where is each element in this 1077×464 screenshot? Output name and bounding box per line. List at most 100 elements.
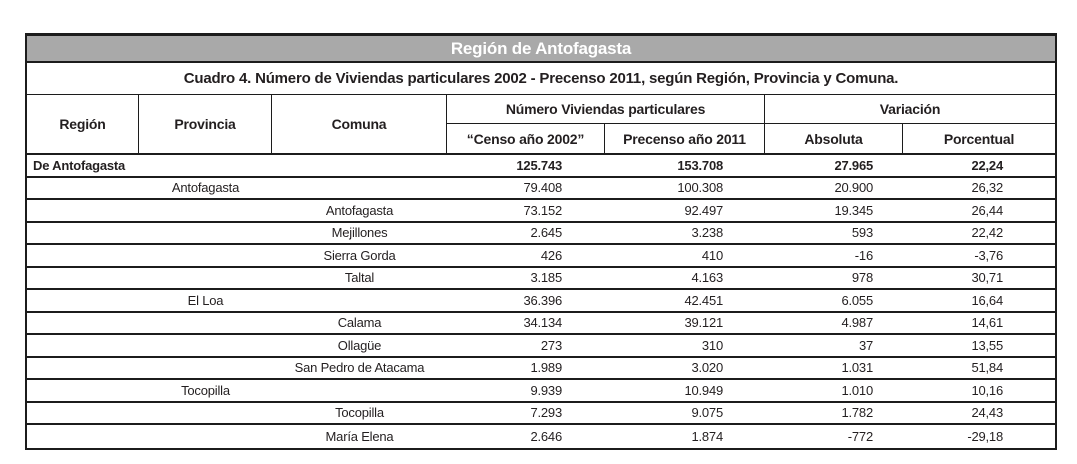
variacion-porcentual-cell: 30,71 bbox=[971, 270, 1003, 286]
precenso-2011-cell: 4.163 bbox=[691, 270, 723, 286]
variacion-porcentual-cell: -29,18 bbox=[967, 428, 1003, 444]
precenso-2011-cell: 39.121 bbox=[684, 315, 723, 331]
variacion-porcentual-cell: 22,42 bbox=[971, 225, 1003, 241]
provincia-cell bbox=[139, 223, 272, 244]
table-row: María Elena 2.646 1.874 -772 -29,18 bbox=[27, 425, 1055, 448]
variacion-absoluta-cell: -772 bbox=[847, 428, 873, 444]
table-row: Mejillones 2.645 3.238 593 22,42 bbox=[27, 223, 1055, 245]
censo-2002-cell: 1.989 bbox=[530, 360, 562, 376]
variacion-absoluta-cell: 4.987 bbox=[841, 315, 873, 331]
censo-2002-cell: 125.743 bbox=[516, 157, 562, 173]
variacion-absoluta-cell: 978 bbox=[851, 270, 873, 286]
censo-2002-cell: 73.152 bbox=[523, 202, 562, 218]
censo-2002-cell: 36.396 bbox=[523, 292, 562, 308]
censo-2002-cell: 34.134 bbox=[523, 315, 562, 331]
column-header-precenso-2011: Precenso año 2011 bbox=[605, 124, 765, 153]
precenso-2011-cell: 153.708 bbox=[677, 157, 723, 173]
provincia-cell: El Loa bbox=[187, 292, 224, 308]
comuna-cell: Calama bbox=[337, 315, 382, 331]
censo-2002-cell: 2.646 bbox=[530, 428, 562, 444]
region-cell bbox=[27, 358, 139, 379]
region-cell bbox=[27, 403, 139, 424]
precenso-2011-cell: 310 bbox=[701, 337, 723, 353]
column-header-provincia: Provincia bbox=[139, 95, 272, 153]
comuna-cell bbox=[272, 155, 447, 176]
table-row: El Loa 36.396 42.451 6.055 16,64 bbox=[27, 290, 1055, 313]
region-cell bbox=[27, 313, 139, 334]
provincia-cell bbox=[139, 403, 272, 424]
table-header: Región Provincia Comuna Número Viviendas… bbox=[27, 95, 1055, 155]
comuna-cell: Sierra Gorda bbox=[323, 247, 396, 263]
variacion-porcentual-cell: 10,16 bbox=[971, 382, 1003, 398]
region-cell bbox=[27, 178, 139, 199]
region-cell: De Antofagasta bbox=[33, 157, 126, 173]
precenso-2011-cell: 410 bbox=[701, 247, 723, 263]
variacion-absoluta-cell: 1.031 bbox=[841, 360, 873, 376]
provincia-cell bbox=[139, 200, 272, 221]
variacion-absoluta-cell: 19.345 bbox=[834, 202, 873, 218]
censo-2002-cell: 9.939 bbox=[530, 382, 562, 398]
table-row: Calama 34.134 39.121 4.987 14,61 bbox=[27, 313, 1055, 335]
table-row: Tocopilla 9.939 10.949 1.010 10,16 bbox=[27, 380, 1055, 403]
table-title: Cuadro 4. Número de Viviendas particular… bbox=[27, 63, 1055, 95]
censo-2002-cell: 3.185 bbox=[530, 270, 562, 286]
table-row: Ollagüe 273 310 37 13,55 bbox=[27, 335, 1055, 358]
region-cell bbox=[27, 200, 139, 221]
table-row: San Pedro de Atacama 1.989 3.020 1.031 5… bbox=[27, 358, 1055, 380]
comuna-cell: Mejillones bbox=[331, 225, 388, 241]
precenso-2011-cell: 9.075 bbox=[691, 405, 723, 421]
comuna-cell: San Pedro de Atacama bbox=[294, 360, 425, 376]
provincia-cell: Tocopilla bbox=[181, 382, 230, 398]
precenso-2011-cell: 42.451 bbox=[684, 292, 723, 308]
provincia-cell bbox=[139, 155, 272, 176]
censo-2002-cell: 273 bbox=[540, 337, 562, 353]
comuna-cell bbox=[272, 178, 447, 199]
table-row: De Antofagasta 125.743 153.708 27.965 22… bbox=[27, 155, 1055, 178]
provincia-cell: Antofagasta bbox=[171, 180, 240, 196]
region-cell bbox=[27, 425, 139, 448]
table-row: Taltal 3.185 4.163 978 30,71 bbox=[27, 268, 1055, 290]
variacion-absoluta-cell: 593 bbox=[851, 225, 873, 241]
variacion-porcentual-cell: 26,32 bbox=[971, 180, 1003, 196]
variacion-porcentual-cell: 16,64 bbox=[971, 292, 1003, 308]
table-body: De Antofagasta 125.743 153.708 27.965 22… bbox=[27, 155, 1055, 448]
variacion-porcentual-cell: 26,44 bbox=[971, 202, 1003, 218]
table-row: Sierra Gorda 426 410 -16 -3,76 bbox=[27, 245, 1055, 268]
provincia-cell bbox=[139, 313, 272, 334]
variacion-porcentual-cell: 22,24 bbox=[971, 157, 1003, 173]
precenso-2011-cell: 3.020 bbox=[691, 360, 723, 376]
table-row: Antofagasta 73.152 92.497 19.345 26,44 bbox=[27, 200, 1055, 223]
provincia-cell bbox=[139, 425, 272, 448]
censo-2002-cell: 426 bbox=[540, 247, 562, 263]
variacion-porcentual-cell: -3,76 bbox=[974, 247, 1003, 263]
column-header-porcentual: Porcentual bbox=[943, 130, 1015, 147]
region-cell bbox=[27, 335, 139, 356]
region-band-title: Región de Antofagasta bbox=[27, 36, 1055, 63]
comuna-cell: Tocopilla bbox=[335, 405, 384, 421]
variacion-absoluta-cell: 37 bbox=[858, 337, 873, 353]
variacion-porcentual-cell: 51,84 bbox=[971, 360, 1003, 376]
comuna-cell: Antofagasta bbox=[325, 202, 394, 218]
variacion-porcentual-cell: 13,55 bbox=[971, 337, 1003, 353]
variacion-absoluta-cell: 1.010 bbox=[841, 382, 873, 398]
censo-2002-cell: 2.645 bbox=[530, 225, 562, 241]
comuna-cell bbox=[272, 290, 447, 311]
precenso-2011-cell: 100.308 bbox=[677, 180, 723, 196]
column-header-censo-2002: “Censo año 2002” bbox=[447, 124, 605, 153]
column-header-absoluta: Absoluta bbox=[765, 124, 903, 153]
provincia-cell bbox=[139, 245, 272, 266]
region-cell bbox=[27, 380, 139, 401]
provincia-cell bbox=[139, 268, 272, 289]
comuna-cell: María Elena bbox=[325, 428, 394, 444]
table-row: Antofagasta 79.408 100.308 20.900 26,32 bbox=[27, 178, 1055, 200]
region-cell bbox=[27, 268, 139, 289]
region-cell bbox=[27, 290, 139, 311]
variacion-absoluta-cell: 6.055 bbox=[841, 292, 873, 308]
comuna-cell: Ollagüe bbox=[337, 337, 382, 353]
column-header-comuna: Comuna bbox=[272, 95, 447, 153]
variacion-absoluta-cell: -16 bbox=[854, 247, 873, 263]
census-table: Región de Antofagasta Cuadro 4. Número d… bbox=[25, 33, 1057, 450]
comuna-cell bbox=[272, 380, 447, 401]
region-cell bbox=[27, 223, 139, 244]
precenso-2011-cell: 92.497 bbox=[684, 202, 723, 218]
